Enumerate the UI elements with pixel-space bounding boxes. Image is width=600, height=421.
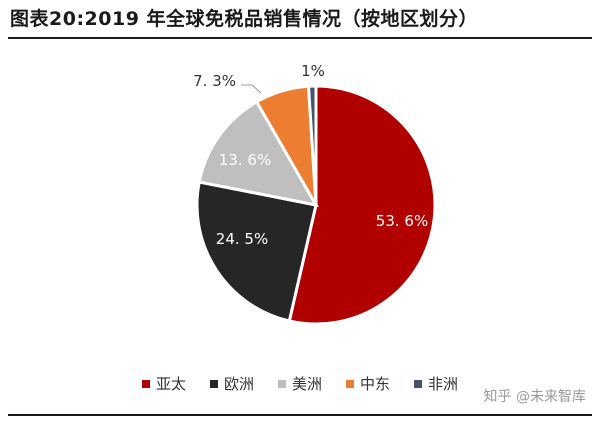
pie-chart: 53. 6% 24. 5% 13. 6% 7. 3% 1% bbox=[193, 62, 437, 326]
pie-slice-3 bbox=[197, 99, 319, 208]
legend-label: 亚太 bbox=[155, 375, 186, 393]
slice-label-2: 24. 5% bbox=[216, 230, 268, 248]
pie-slice-2 bbox=[195, 180, 318, 323]
legend-swatch bbox=[209, 379, 218, 388]
legend-item-2: 欧洲 bbox=[209, 373, 254, 394]
legend-item-5: 非洲 bbox=[414, 373, 458, 394]
leader-line-4 bbox=[241, 84, 262, 94]
slice-label-3: 13. 6% bbox=[219, 151, 271, 169]
legend-label: 中东 bbox=[360, 375, 391, 393]
legend-item-3: 美洲 bbox=[277, 373, 322, 394]
top-rule bbox=[8, 37, 592, 39]
pie-slice-5 bbox=[306, 84, 318, 206]
legend-item-1: 亚太 bbox=[141, 373, 186, 394]
bottom-rule bbox=[8, 414, 592, 416]
legend-label: 欧洲 bbox=[223, 375, 254, 393]
legend-swatch bbox=[346, 379, 354, 388]
legend-swatch bbox=[414, 379, 423, 388]
legend-item-4: 中东 bbox=[346, 373, 390, 394]
chart-title: 图表20:2019 年全球免税品销售情况（按地区划分） bbox=[10, 8, 479, 30]
slice-label-5: 1% bbox=[301, 62, 325, 80]
legend-swatch bbox=[141, 379, 150, 388]
slice-label-1: 53. 6% bbox=[376, 212, 428, 230]
slice-label-4: 7. 3% bbox=[193, 72, 236, 90]
legend-label: 美洲 bbox=[291, 375, 322, 393]
legend-label: 非洲 bbox=[428, 375, 459, 393]
legend: 亚太 欧洲 美洲 中东 非洲 bbox=[0, 373, 600, 394]
watermark: 知乎 @未来智库 bbox=[483, 389, 586, 405]
legend-swatch bbox=[277, 379, 286, 388]
pie-slice-1 bbox=[287, 84, 437, 326]
